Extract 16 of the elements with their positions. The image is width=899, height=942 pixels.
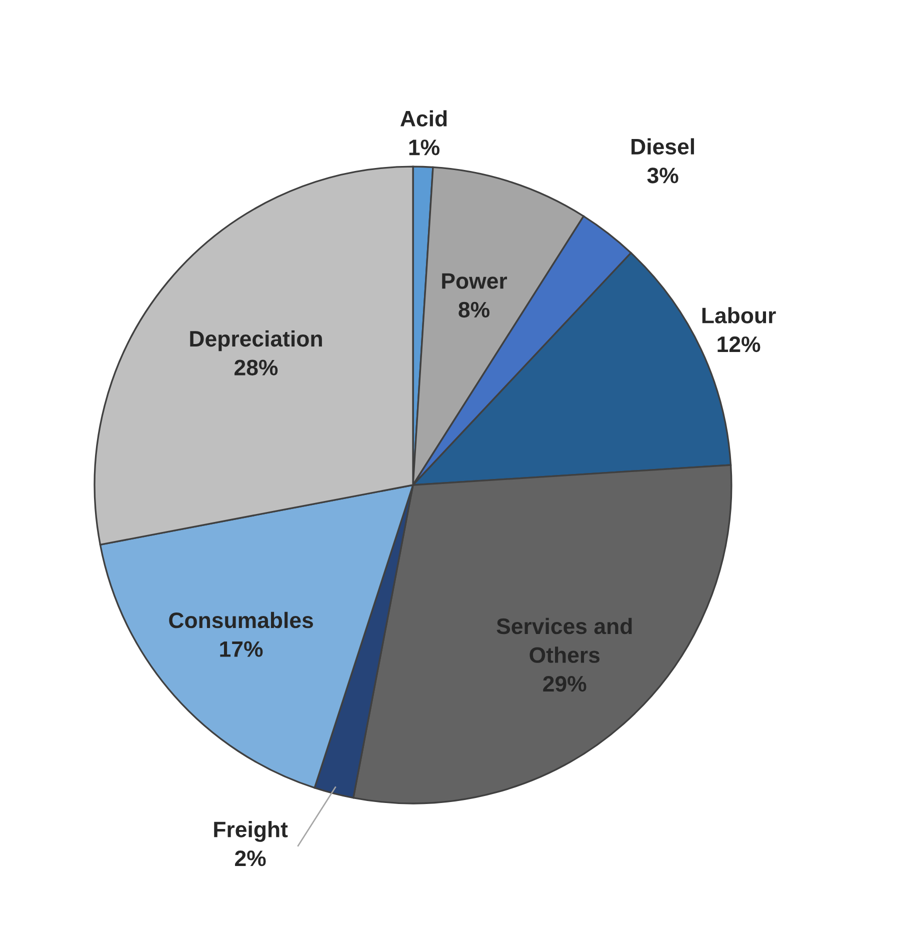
data-label: 12% [718,336,760,352]
slice-label: Diesel [632,138,694,155]
data-label: 3% [647,168,678,184]
data-label: 1% [409,140,440,156]
data-label: 2% [235,850,266,866]
data-label: 29% [543,676,586,692]
data-label: 17% [220,641,263,657]
slice-label: Depreciation [190,330,322,352]
slice-label: Power [442,273,508,289]
slice-label: Labour [702,307,776,324]
slice-label: Freight [214,821,288,842]
slice-label: Consumables [169,612,313,628]
data-label: 8% [458,302,490,318]
slice-label: Services and Others [496,618,632,663]
slice-label: Acid [400,110,447,127]
data-label: 28% [234,360,278,376]
